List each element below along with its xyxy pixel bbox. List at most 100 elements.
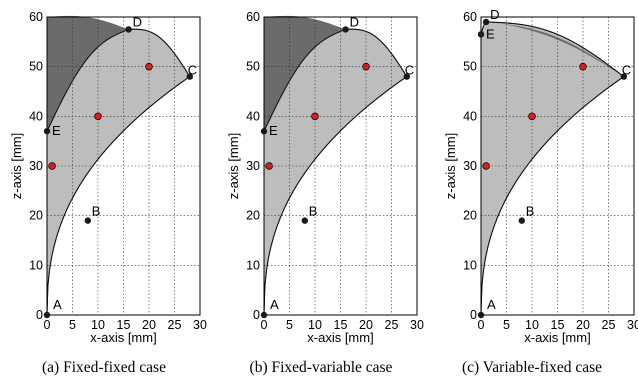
x-tick-label: 15 [117,318,131,332]
point-label-B: B [92,204,101,219]
x-tick-label: 5 [69,318,76,332]
point-E [43,128,51,135]
point-label-C: C [188,63,197,78]
y-tick-label: 0 [36,308,43,322]
point-label-A: A [270,297,279,312]
x-tick-label: 5 [503,318,510,332]
y-tick-label: 40 [246,109,260,123]
point-E [477,31,485,38]
y-tick-label: 0 [253,308,260,322]
x-tick-label: 5 [286,318,293,332]
y-tick-label: 60 [246,10,260,24]
red-target-point [362,62,370,71]
x-tick-label: 25 [168,318,182,332]
point-label-C: C [405,63,414,78]
y-tick-label: 10 [29,258,43,272]
y-tick-label: 20 [29,209,43,223]
y-tick-label: 60 [463,10,477,24]
red-target-point [265,162,273,170]
plot-frame [46,16,201,316]
red-target-point [579,62,587,71]
point-E [260,128,268,135]
x-tick-label: 20 [576,318,590,332]
point-label-B: B [526,204,535,219]
x-tick-label: 0 [478,318,485,332]
point-label-E: E [486,26,495,41]
x-tick-label: 30 [193,318,207,332]
boundary-curve-upper [46,28,191,132]
y-tick-label: 0 [470,308,477,322]
x-tick-label: 30 [627,318,638,332]
point-A [43,311,51,319]
point-label-C: C [622,63,631,78]
point-D [125,26,132,33]
panel-caption: (c) Variable-fixed case [462,359,602,376]
y-tick-label: 40 [29,109,43,123]
point-label-B: B [309,204,318,219]
point-label-E: E [52,123,61,138]
x-tick-label: 25 [602,318,616,332]
boundary-curve-lower [480,76,625,316]
x-tick-label: 10 [525,318,539,332]
x-tick-label: 15 [334,318,348,332]
boundary-curve-lower [263,76,408,316]
reachable-region [480,21,625,316]
x-tick-label: 20 [359,318,373,332]
point-C [620,73,627,80]
boundary-curve-upper [480,21,625,77]
y-tick-label: 10 [463,258,477,272]
red-target-point [311,112,319,121]
y-tick-label: 30 [463,159,477,173]
dark-region [47,15,129,132]
y-tick-label: 50 [246,60,260,74]
red-target-point [48,162,56,170]
x-axis-label: x-axis [mm] [307,330,373,345]
point-label-D: D [350,14,359,29]
y-tick-label: 60 [29,10,43,24]
panel-caption: (b) Fixed-variable case [250,359,393,376]
point-B [518,217,525,224]
y-axis-label: z-axis [mm] [443,133,458,199]
point-A [260,311,268,319]
point-D [482,18,490,26]
point-label-A: A [53,297,62,312]
chart-panel-1: 0 5 10 15 20 25 30 0 10 20 30 40 50 60 x-axis [mm] z-ax… [9,10,207,376]
x-axis-label: x-axis [mm] [524,330,590,345]
point-label-D: D [490,7,499,22]
red-target-point [482,162,490,170]
y-axis-label: z-axis [mm] [9,133,24,199]
point-C [403,73,410,80]
y-tick-label: 50 [29,60,43,74]
chart-panel-3: 0 5 10 15 20 25 30 0 10 20 30 40 50 60 x-axis [mm] z-ax… [443,7,638,376]
y-axis-label: z-axis [mm] [226,133,241,199]
y-tick-label: 30 [246,159,260,173]
red-target-point [528,112,536,121]
boundary-curve-upper [263,28,408,132]
x-axis-label: x-axis [mm] [90,330,156,345]
panel-caption: (a) Fixed-fixed case [42,359,166,376]
plot-frame [480,16,635,316]
y-tick-label: 10 [246,258,260,272]
y-tick-label: 20 [246,209,260,223]
x-tick-label: 0 [44,318,51,332]
y-tick-label: 50 [463,60,477,74]
y-tick-label: 40 [463,109,477,123]
point-B [301,217,308,224]
y-tick-label: 30 [29,159,43,173]
x-tick-label: 30 [410,318,424,332]
boundary-curve-lower [46,76,191,316]
point-A [477,311,485,319]
point-D [342,26,349,33]
x-tick-label: 10 [308,318,322,332]
x-tick-label: 25 [385,318,399,332]
point-C [186,73,193,80]
dark-region [264,15,346,132]
x-tick-label: 0 [261,318,268,332]
chart-panel-2: 0 5 10 15 20 25 30 0 10 20 30 40 50 60 x-axis [mm] z-ax… [226,10,424,376]
x-tick-label: 10 [91,318,105,332]
point-label-A: A [487,297,496,312]
y-tick-label: 20 [463,209,477,223]
point-label-E: E [269,123,278,138]
x-tick-label: 20 [142,318,156,332]
